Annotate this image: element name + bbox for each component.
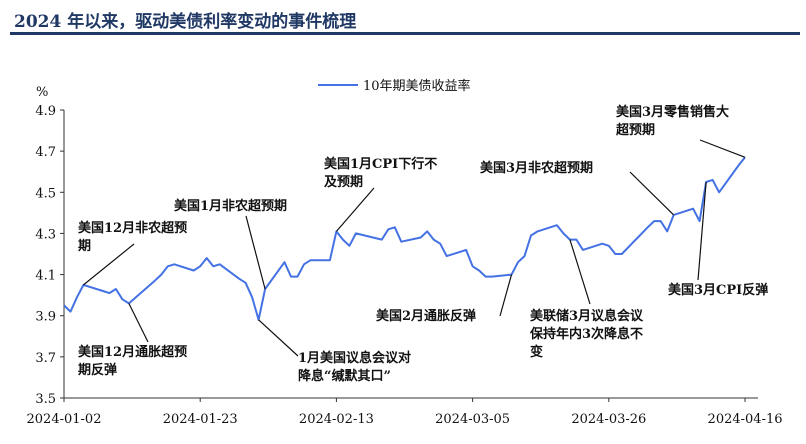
annotation-leader: [697, 181, 707, 281]
annotation: 美联储3月议息会议保持年内3次降息不变: [529, 239, 644, 360]
annotation-label: 美国12月通胀超预期反弹: [78, 344, 187, 378]
annotation-leader: [245, 215, 266, 290]
x-axis-ticks: 2024-01-02 2024-01-23 2024-02-13 2024-03-05…: [27, 398, 783, 427]
annotation-leader: [569, 239, 591, 305]
x-tick-label: 2024-01-02: [27, 412, 102, 427]
series-line-10y-yield: [63, 156, 746, 321]
annotation-leader: [83, 243, 135, 286]
annotation-line: 保持年内3次降息不: [529, 326, 643, 342]
annotation-leader: [499, 274, 513, 317]
annotation-line: 美联储3月议息会议: [530, 308, 644, 324]
annotation-line: 美国3月非农超预期: [480, 160, 593, 176]
annotation-line: 降息“缄默其口”: [298, 368, 391, 384]
x-tick-label: 2024-04-16: [708, 412, 783, 427]
annotation-label: 美国3月零售销售大超预期: [616, 104, 729, 138]
annotation-line: 美国12月非农超预: [78, 220, 187, 236]
annotation-leader: [335, 187, 375, 232]
annotation-label: 美国1月CPI下行不及预期: [324, 156, 437, 190]
y-tick-label: 4.7: [35, 145, 56, 160]
page-title: 2024 年以来，驱动美债利率变动的事件梳理: [14, 12, 357, 32]
annotation-label: 美国12月非农超预期: [78, 220, 187, 254]
annotation: 1月美国议息会议对降息“缄默其口”: [258, 319, 411, 384]
x-tick-label: 2024-01-23: [163, 412, 238, 427]
y-tick-label: 4.1: [35, 269, 56, 284]
title-underline: [10, 32, 800, 35]
annotation: 美国3月CPI反弹: [668, 181, 768, 298]
annotation: 美国1月非农超预期: [174, 198, 287, 290]
annotation: 美国12月通胀超预期反弹: [78, 303, 187, 378]
axes: [63, 110, 758, 399]
annotation-label: 美国3月CPI反弹: [668, 282, 768, 298]
x-tick-label: 2024-03-26: [571, 412, 646, 427]
y-tick-label: 4.3: [35, 227, 56, 242]
y-axis-ticks: 3.5 3.7 3.9 4.1 4.3 4.5 4.7 4.9: [35, 104, 64, 407]
annotation-line: 美国1月非农超预期: [174, 198, 287, 214]
annotation-line: 美国3月零售销售大: [616, 104, 729, 120]
annotation: 美国2月通胀反弹: [376, 274, 513, 324]
annotation-leader: [128, 303, 149, 343]
annotation-line: 美国2月通胀反弹: [376, 308, 476, 324]
annotation-line: 美国12月通胀超预: [78, 344, 187, 360]
annotation: 美国3月零售销售大超预期: [616, 104, 746, 158]
annotation-leader: [629, 171, 675, 216]
y-tick-label: 3.7: [35, 351, 56, 366]
y-axis-unit: %: [36, 85, 48, 100]
annotation-line: 期: [78, 239, 91, 254]
legend: 10年期美债收益率: [318, 78, 471, 94]
annotation-line: 1月美国议息会议对: [298, 350, 411, 366]
event-annotations: 美国12月非农超预期美国12月通胀超预期反弹美国1月非农超预期1月美国议息会议对…: [78, 104, 768, 384]
y-tick-label: 3.9: [35, 310, 56, 325]
annotation-line: 期反弹: [78, 362, 117, 378]
annotation-line: 美国1月CPI下行不: [324, 156, 437, 172]
x-tick-label: 2024-03-05: [435, 412, 510, 427]
y-tick-label: 3.5: [35, 392, 56, 407]
annotation-label: 1月美国议息会议对降息“缄默其口”: [298, 350, 411, 384]
annotation-label: 美国3月非农超预期: [480, 160, 593, 176]
annotation-line: 美国3月CPI反弹: [668, 282, 768, 298]
annotation: 美国3月非农超预期: [480, 160, 675, 216]
y-tick-label: 4.5: [35, 186, 56, 201]
annotation-label: 美联储3月议息会议保持年内3次降息不变: [529, 308, 644, 360]
annotation-leader: [699, 139, 746, 158]
annotation-leader: [258, 319, 299, 357]
annotation: 美国1月CPI下行不及预期: [324, 156, 437, 232]
x-tick-label: 2024-02-13: [299, 412, 374, 427]
legend-label: 10年期美债收益率: [363, 78, 471, 94]
annotation-line: 变: [530, 344, 543, 360]
annotation-label: 美国2月通胀反弹: [376, 308, 476, 324]
annotation-label: 美国1月非农超预期: [174, 198, 287, 214]
y-tick-label: 4.9: [35, 104, 56, 119]
annotation-line: 超预期: [616, 122, 655, 138]
annotation-line: 及预期: [324, 175, 363, 190]
annotation: 美国12月非农超预期: [78, 220, 187, 286]
